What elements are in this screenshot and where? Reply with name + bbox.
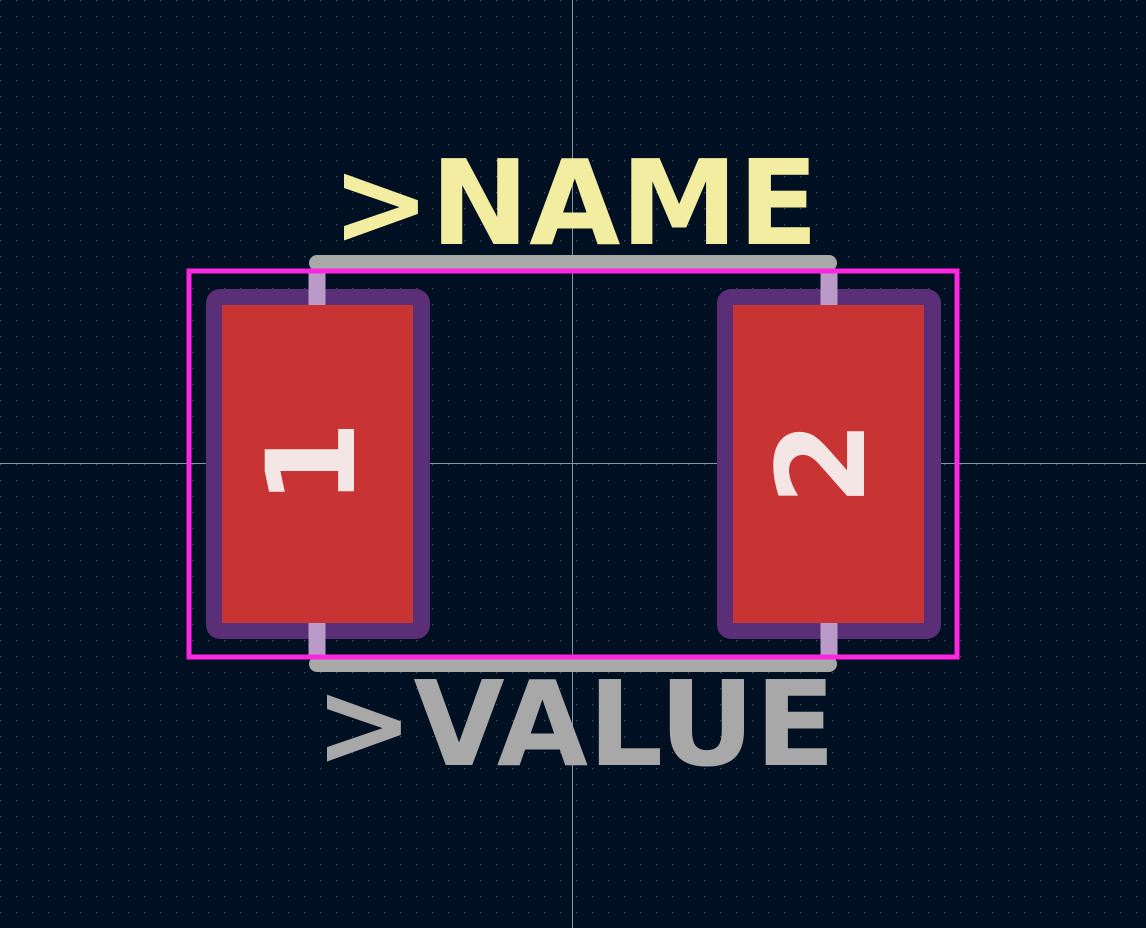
pad-1[interactable]: 1 [206,272,430,656]
name-field[interactable]: >NAME [332,134,819,272]
courtyard-outline [186,268,960,660]
pad-1-copper [222,305,413,623]
fab-outline [309,255,837,672]
pad-2-number: 2 [751,421,893,506]
pad-2-copper [733,305,924,623]
pad-1-number: 1 [241,421,383,506]
value-field[interactable]: >VALUE [315,655,836,793]
pad-2[interactable]: 2 [717,272,941,656]
